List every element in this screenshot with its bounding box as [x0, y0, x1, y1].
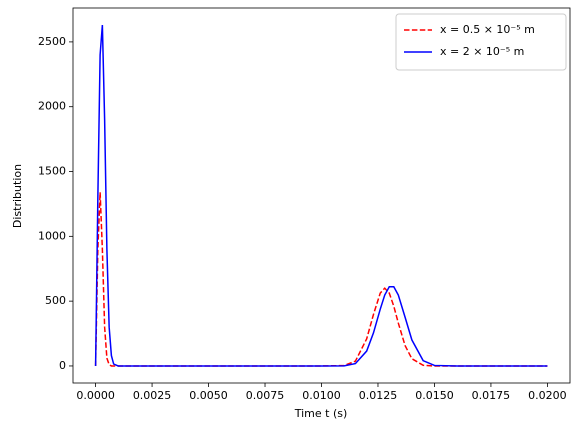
x-tick-label: 0.0050: [189, 389, 228, 402]
y-tick-label: 500: [45, 294, 66, 307]
legend-label: x = 0.5 × 10⁻⁵ m: [440, 23, 535, 36]
x-tick-label: 0.0175: [472, 389, 511, 402]
x-axis-label: Time t (s): [294, 407, 348, 420]
plot-frame: [72, 7, 571, 384]
x-tick-label: 0.0025: [133, 389, 172, 402]
x-tick-label: 0.0125: [359, 389, 398, 402]
y-tick-label: 2500: [38, 35, 66, 48]
legend-box: [395, 13, 567, 71]
legend-label: x = 2 × 10⁻⁵ m: [440, 45, 524, 58]
x-tick-label: 0.0150: [415, 389, 454, 402]
y-tick-label: 1000: [38, 229, 66, 242]
y-tick-label: 1500: [38, 165, 66, 178]
y-axis-label: Distribution: [11, 164, 24, 228]
line-series: [94, 192, 548, 367]
y-tick-label: 2000: [38, 100, 66, 113]
line-series: [94, 24, 548, 367]
y-tick-label: 0: [59, 359, 66, 372]
x-tick-label: 0.0000: [76, 389, 115, 402]
x-tick-label: 0.0075: [246, 389, 285, 402]
x-tick-label: 0.0100: [302, 389, 341, 402]
x-tick-label: 0.0200: [528, 389, 567, 402]
